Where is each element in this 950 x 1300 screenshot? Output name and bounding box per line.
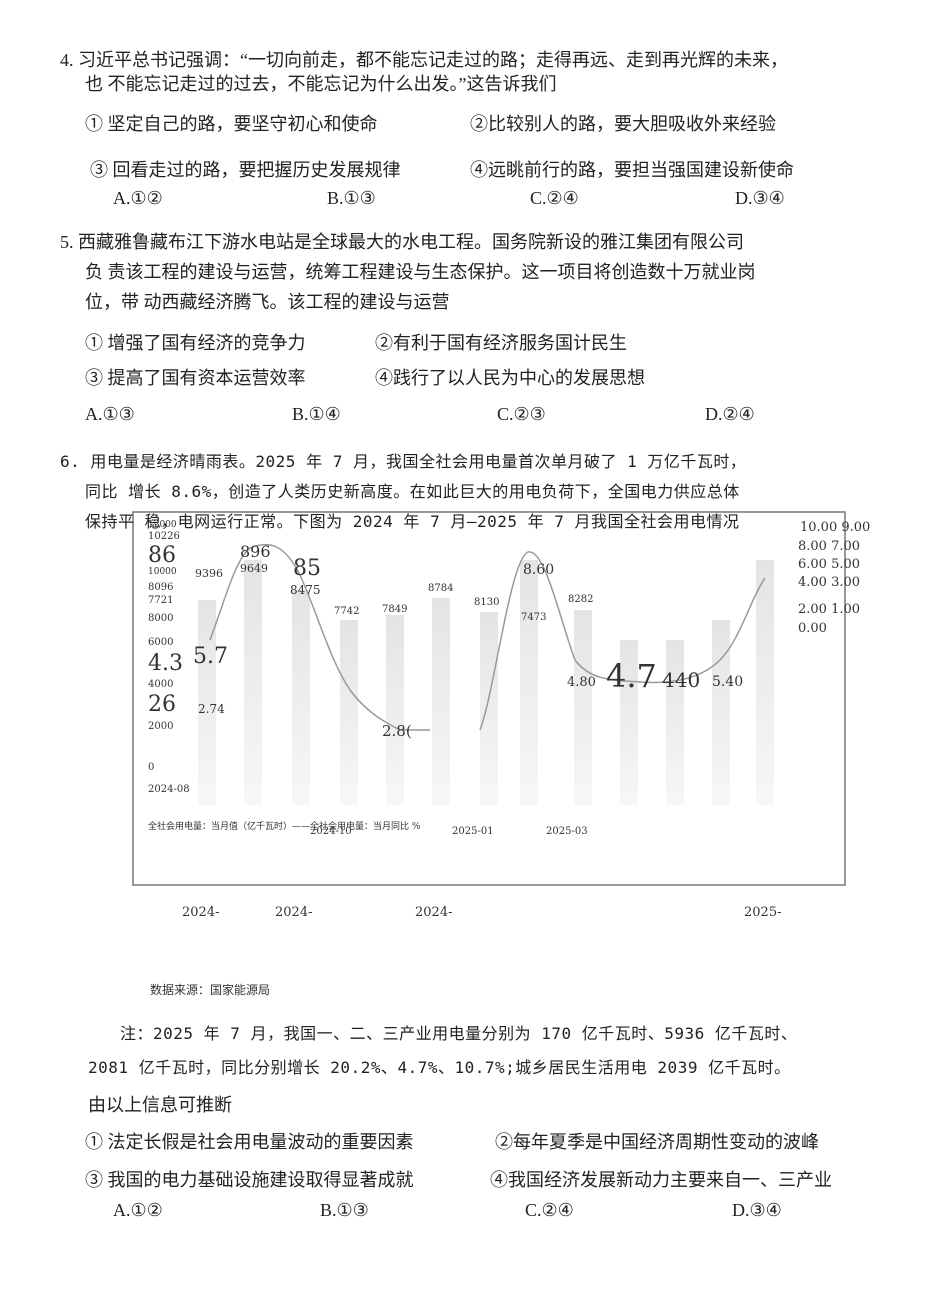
chart-label: 10000	[148, 566, 177, 577]
chart-label: 0.00	[798, 620, 827, 636]
chart-label: 440	[662, 668, 701, 692]
option: ④我国经济发展新动力主要来自一、三产业	[490, 1170, 832, 1190]
question-stem: 保持平 稳，电网运行正常。下图为 2024 年 7 月—2025 年 7 月我国…	[85, 512, 740, 531]
chart-label: 2024-	[275, 904, 313, 920]
chart-label: 2024-10	[310, 826, 352, 837]
chart-label: 8.60	[523, 562, 555, 578]
chart-label: 9396	[195, 566, 223, 580]
chart-label: 8784	[428, 583, 454, 594]
option: ③ 提高了国有资本运营效率	[85, 368, 306, 388]
chart-label: 8130	[474, 597, 500, 608]
choice: C.②④	[530, 188, 579, 208]
prompt: 由以上信息可推断	[88, 1095, 232, 1115]
chart-label: 8475	[290, 583, 321, 597]
option: ③ 回看走过的路，要把握历史发展规律	[90, 160, 401, 180]
curve	[209, 543, 766, 731]
chart-label: 2025-01	[452, 826, 494, 837]
chart-label: 4.00 3.00	[798, 574, 861, 590]
chart-label: 0	[148, 762, 155, 773]
chart-label: 7473	[521, 612, 547, 623]
question-stem: 负 责该工程的建设与运营，统筹工程建设与生态保护。这一项目将创造数十万就业岗	[85, 262, 756, 282]
chart-label: 85	[293, 556, 321, 581]
note: 2081 亿千瓦时，同比分别增长 20.2%、4.7%、10.7%;城乡居民生活…	[88, 1058, 791, 1077]
option: ④践行了以人民为中心的发展思想	[375, 368, 645, 388]
chart-label: 2.8(	[382, 721, 412, 740]
chart-label: 86	[148, 543, 176, 568]
chart-label: 26	[148, 692, 176, 717]
chart-label: 2025-03	[546, 826, 588, 837]
option: ②每年夏季是中国经济周期性变动的波峰	[495, 1132, 819, 1152]
option: ④远眺前行的路，要担当强国建设新使命	[470, 160, 794, 180]
chart-label: 2024-	[182, 904, 220, 920]
chart-frame	[132, 511, 846, 886]
option: ① 增强了国有经济的竞争力	[85, 333, 306, 353]
bars	[198, 560, 774, 805]
chart-label: 5.7	[193, 644, 228, 669]
chart-label: 8282	[568, 594, 594, 605]
choice: C.②③	[497, 404, 546, 424]
chart-label: 2000	[148, 721, 174, 732]
choice: A.①②	[113, 188, 163, 208]
choice: C.②④	[525, 1200, 574, 1220]
chart-label: 2024-08	[148, 784, 190, 795]
chart-label: 2.74	[198, 702, 225, 716]
chart-label: 4.3	[148, 651, 183, 676]
chart-label: 6000	[148, 637, 174, 648]
choice: B.①④	[292, 404, 341, 424]
option: ③ 我国的电力基础设施建设取得显著成就	[85, 1170, 414, 1190]
question-stem: 位，带 动西藏经济腾飞。该工程的建设与运营	[85, 292, 450, 312]
chart-label: 7721	[148, 595, 174, 606]
chart-label: 7742	[334, 606, 360, 617]
chart-source: 数据来源：国家能源局	[150, 983, 271, 997]
choice: A.①②	[113, 1200, 163, 1220]
option: ① 法定长假是社会用电量波动的重要因素	[85, 1132, 414, 1152]
choice: D.③④	[732, 1200, 782, 1220]
chart-label: 10.00 9.00	[800, 519, 871, 535]
option: ① 坚定自己的路，要坚守初心和使命	[85, 114, 378, 134]
chart-label: 5.40	[712, 674, 744, 690]
chart-label: 2.00 1.00	[798, 601, 861, 617]
choice: A.①③	[85, 404, 135, 424]
option: ②比较别人的路，要大胆吸收外来经验	[470, 114, 776, 134]
chart-label: 8096	[148, 582, 174, 593]
choice: D.②④	[705, 404, 755, 424]
chart-label: 4000	[148, 679, 174, 690]
question-stem: 同比 增长 8.6%，创造了人类历史新高度。在如此巨大的用电负荷下，全国电力供应…	[85, 482, 740, 501]
chart-label: 896	[240, 542, 271, 561]
chart-label: 全社会用电量：当月值（亿千瓦时）——全社会用电量：当月同比 %	[148, 821, 421, 832]
choice: D.③④	[735, 188, 785, 208]
chart-label: 10226	[148, 531, 180, 542]
option: ②有利于国有经济服务国计民生	[375, 333, 627, 353]
chart-label: 7849	[382, 604, 408, 615]
question-stem: 4. 习近平总书记强调：“一切向前走，都不能忘记走过的路；走得再远、走到再光辉的…	[60, 50, 788, 70]
chart-label: 12000	[148, 519, 177, 530]
chart-label: 4.7	[606, 657, 657, 695]
question-stem: 6. 用电量是经济晴雨表。2025 年 7 月，我国全社会用电量首次单月破了 1…	[60, 452, 747, 471]
chart-label: 4.80	[567, 674, 596, 690]
chart-label: 8000	[148, 613, 174, 624]
chart-label: 2025-	[744, 904, 782, 920]
chart-label: 8.00 7.00	[798, 538, 861, 554]
chart-label: 6.00 5.00	[798, 556, 861, 572]
note: 注：2025 年 7 月，我国一、二、三产业用电量分别为 170 亿千瓦时、59…	[120, 1024, 798, 1043]
chart-label: 9649	[240, 561, 268, 575]
choice: B.①③	[320, 1200, 369, 1220]
chart-label: 2024-	[415, 904, 453, 920]
choice: B.①③	[327, 188, 376, 208]
question-stem: 也 不能忘记走过的过去，不能忘记为什么出发。”这告诉我们	[85, 74, 557, 94]
question-stem: 5. 西藏雅鲁藏布江下游水电站是全球最大的水电工程。国务院新设的雅江集团有限公司	[60, 232, 744, 252]
